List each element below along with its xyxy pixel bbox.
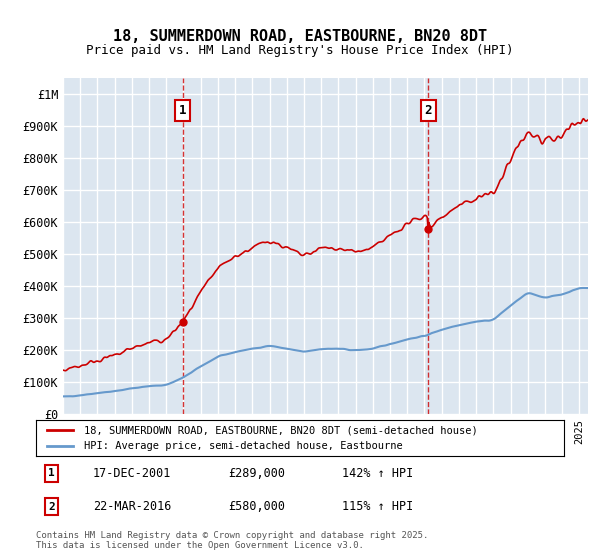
Text: £580,000: £580,000 bbox=[228, 500, 285, 514]
Text: HPI: Average price, semi-detached house, Eastbourne: HPI: Average price, semi-detached house,… bbox=[83, 441, 402, 451]
Text: 17-DEC-2001: 17-DEC-2001 bbox=[93, 466, 172, 480]
Text: 2: 2 bbox=[48, 502, 55, 512]
Text: Price paid vs. HM Land Registry's House Price Index (HPI): Price paid vs. HM Land Registry's House … bbox=[86, 44, 514, 57]
Text: 18, SUMMERDOWN ROAD, EASTBOURNE, BN20 8DT (semi-detached house): 18, SUMMERDOWN ROAD, EASTBOURNE, BN20 8D… bbox=[83, 425, 477, 435]
Text: 1: 1 bbox=[179, 104, 187, 117]
Text: 1: 1 bbox=[48, 468, 55, 478]
Text: 22-MAR-2016: 22-MAR-2016 bbox=[93, 500, 172, 514]
Text: Contains HM Land Registry data © Crown copyright and database right 2025.
This d: Contains HM Land Registry data © Crown c… bbox=[36, 530, 428, 550]
Text: 115% ↑ HPI: 115% ↑ HPI bbox=[342, 500, 413, 514]
Text: £289,000: £289,000 bbox=[228, 466, 285, 480]
Text: 2: 2 bbox=[425, 104, 432, 117]
Text: 18, SUMMERDOWN ROAD, EASTBOURNE, BN20 8DT: 18, SUMMERDOWN ROAD, EASTBOURNE, BN20 8D… bbox=[113, 29, 487, 44]
Text: 142% ↑ HPI: 142% ↑ HPI bbox=[342, 466, 413, 480]
